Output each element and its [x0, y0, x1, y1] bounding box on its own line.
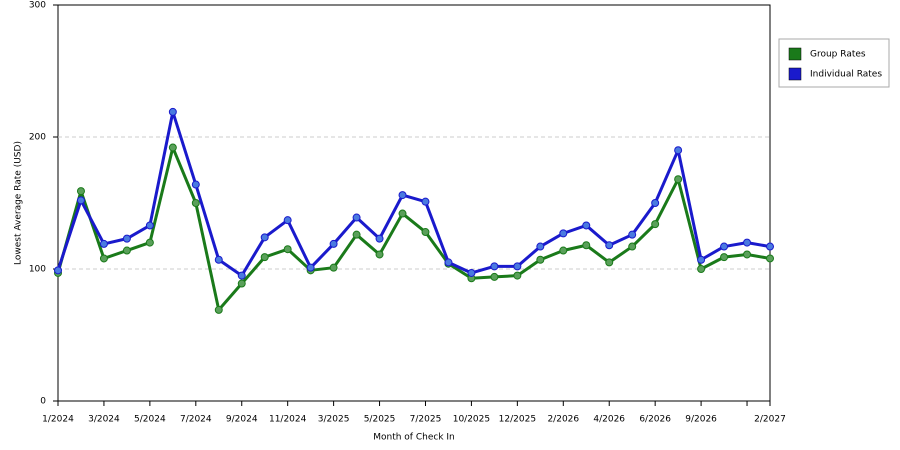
x-tick-label: 4/2026 [593, 415, 625, 425]
x-tick-label: 9/2026 [685, 415, 717, 425]
data-point [444, 258, 453, 267]
x-axis-label: Month of Check In [373, 433, 455, 443]
data-point [559, 229, 568, 238]
data-point [490, 272, 499, 281]
x-tick-label: 5/2025 [364, 415, 396, 425]
data-point [743, 238, 752, 247]
data-point [237, 271, 246, 280]
data-point [467, 268, 476, 277]
data-point [398, 209, 407, 218]
data-point [260, 253, 269, 262]
series-line [56, 110, 771, 278]
x-tick-label: 12/2025 [499, 415, 536, 425]
data-point [651, 199, 660, 207]
data-point [191, 180, 200, 189]
data-point [720, 253, 729, 262]
data-point [329, 263, 338, 272]
x-tick-label: 7/2024 [180, 415, 212, 425]
series-line [56, 146, 771, 312]
x-tick-label: 6/2026 [639, 415, 671, 425]
data-point [214, 305, 223, 314]
data-point [145, 221, 154, 230]
data-point [582, 241, 591, 250]
legend-swatch [788, 67, 802, 81]
data-point [398, 191, 407, 200]
x-tick-label: 1/2024 [42, 415, 74, 425]
data-point [375, 250, 384, 259]
data-point [490, 262, 499, 271]
data-point [76, 196, 85, 205]
data-point [582, 221, 591, 230]
data-point [99, 239, 108, 248]
data-point [283, 245, 292, 254]
x-tick-label: 5/2024 [134, 415, 166, 425]
x-tick-label: 2/2027 [754, 415, 786, 425]
legend-swatch [788, 47, 802, 61]
data-point [766, 242, 774, 251]
data-point [168, 107, 177, 116]
y-axis-label: Lowest Average Rate (USD) [14, 141, 24, 265]
x-tick-label: 2/2026 [547, 415, 579, 425]
data-point [54, 266, 62, 275]
data-point [421, 228, 430, 237]
data-point [605, 241, 614, 250]
data-point [605, 258, 614, 267]
x-tick-label: 3/2025 [318, 415, 350, 425]
data-point [260, 233, 269, 242]
data-point [720, 242, 729, 251]
data-point [375, 234, 384, 243]
data-point [122, 234, 131, 243]
data-point [674, 146, 683, 155]
data-point [536, 255, 545, 264]
y-tick-label: 100 [29, 265, 46, 275]
x-tick-label: 10/2025 [453, 415, 490, 425]
data-point [214, 255, 223, 264]
data-point [237, 279, 246, 288]
plot-frame [57, 4, 771, 402]
x-tick-label: 3/2024 [88, 415, 120, 425]
x-tick-label: 11/2024 [269, 415, 307, 425]
data-point [513, 262, 522, 271]
data-point [513, 271, 522, 280]
data-point [329, 239, 338, 248]
data-point [697, 255, 706, 264]
data-point [674, 175, 683, 184]
y-tick-label: 0 [40, 397, 46, 407]
x-tick-label: 9/2024 [226, 415, 258, 425]
data-point [145, 238, 154, 247]
data-point [536, 242, 545, 251]
data-point [628, 242, 637, 251]
data-point [352, 230, 361, 239]
data-point [352, 213, 361, 222]
data-point [283, 216, 292, 225]
data-point [697, 265, 706, 273]
x-tick-label: 7/2025 [410, 415, 442, 425]
data-point [421, 197, 430, 206]
data-point [306, 263, 315, 272]
data-point [99, 254, 108, 263]
data-point [766, 254, 774, 263]
data-point [191, 199, 200, 207]
legend-label: Group Rates [810, 50, 866, 60]
y-tick-label: 300 [29, 1, 46, 11]
data-point [122, 246, 131, 255]
data-point [559, 246, 568, 255]
data-point [628, 230, 637, 239]
data-point [76, 187, 85, 196]
y-tick-label: 200 [29, 133, 46, 143]
data-point [743, 250, 752, 259]
data-point [168, 143, 177, 152]
legend-label: Individual Rates [810, 70, 882, 80]
data-point [651, 220, 660, 229]
